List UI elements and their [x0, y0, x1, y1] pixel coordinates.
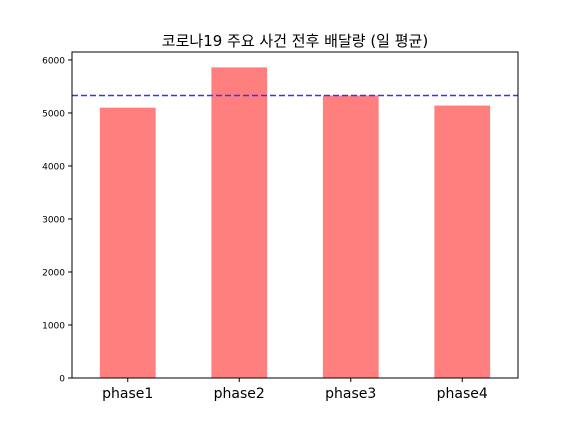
x-tick-label-phase3: phase3	[325, 386, 376, 402]
x-tick-label-phase2: phase2	[214, 386, 265, 402]
y-tick-label: 2000	[42, 268, 65, 278]
y-tick-label: 1000	[42, 321, 65, 331]
bar-phase2	[211, 67, 268, 378]
axes-layer: 0 1000 2000 3000 4000 5000 6000 phase1 phase2 pha…	[42, 51, 519, 402]
bar-phase1	[99, 107, 156, 378]
y-tick-label: 4000	[42, 162, 65, 172]
y-tick-label: 5000	[42, 109, 65, 119]
y-tick-label: 3000	[42, 215, 65, 225]
bars-layer	[99, 67, 491, 378]
x-tick-label-phase4: phase4	[437, 386, 488, 402]
plot-frame	[71, 51, 519, 379]
bar-phase3	[322, 95, 379, 378]
y-tick-label: 6000	[42, 56, 65, 66]
y-tick-label: 0	[59, 375, 65, 385]
chart-title: 코로나19 주요 사건 전후 배달량 (일 평균)	[162, 32, 428, 50]
x-tick-label-phase1: phase1	[102, 386, 153, 402]
bar-phase4	[434, 105, 491, 378]
